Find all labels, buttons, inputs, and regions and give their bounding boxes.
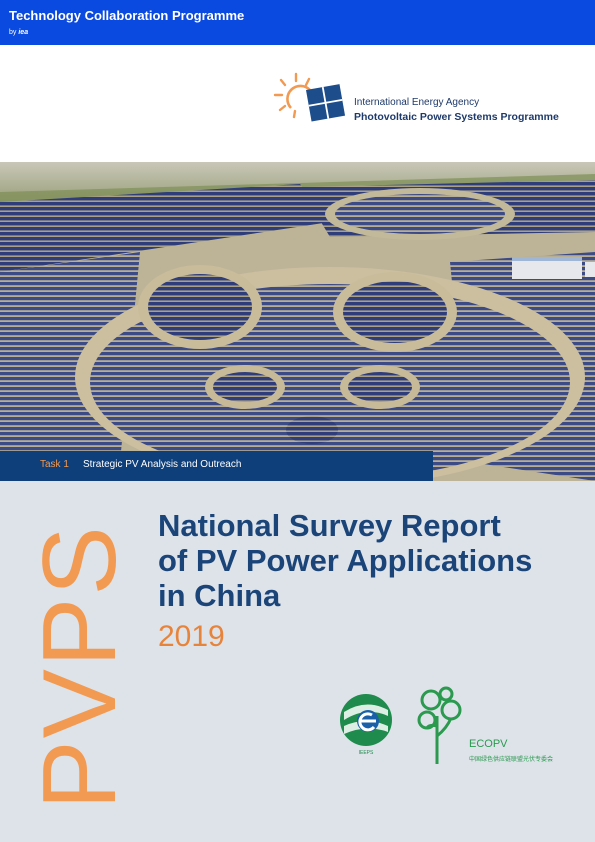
- programme-title: Technology Collaboration Programme: [9, 8, 245, 23]
- ieeps-caption: IEEPS: [358, 750, 374, 756]
- ecopv-subtitle: 中国绿色供应链联盟光伏专委会: [469, 757, 554, 763]
- task-number: Task 1: [40, 459, 69, 470]
- pvps-text: PVPS: [22, 524, 138, 810]
- by-text: by: [9, 29, 17, 36]
- top-bar: Technology Collaboration Programme by ie…: [0, 0, 595, 45]
- solar-plant-aerial-image: [0, 162, 595, 481]
- ieeps-logo: IEEPS: [334, 690, 398, 762]
- task-bar: Task 1 Strategic PV Analysis and Outreac…: [0, 451, 433, 481]
- report-title: National Survey Report of PV Power Appli…: [158, 508, 588, 613]
- iea-brand: iea: [18, 29, 29, 36]
- iea-pvps-logo: International Energy Agency Photovoltaic…: [272, 70, 592, 134]
- title-line-2: of PV Power Applications: [158, 543, 533, 578]
- tree-icon: [417, 686, 462, 764]
- title-line-1: National Survey Report: [158, 508, 501, 543]
- cover-lower-panel: [0, 481, 595, 842]
- cover-photo: [0, 162, 595, 481]
- sun-panel-icon: [273, 72, 346, 122]
- pvps-name: Photovoltaic Power Systems Programme: [354, 111, 559, 123]
- ecopv-logo: ECOPV 中国绿色供应链联盟光伏专委会: [413, 686, 573, 766]
- task-title: Strategic PV Analysis and Outreach: [83, 459, 242, 470]
- title-line-3: in China: [158, 578, 281, 613]
- iea-name: International Energy Agency: [354, 97, 480, 108]
- globe-e-icon: [340, 694, 392, 746]
- report-year: 2019: [158, 620, 225, 653]
- ecopv-name: ECOPV: [469, 738, 508, 750]
- programme-by-line: by iea: [9, 29, 28, 36]
